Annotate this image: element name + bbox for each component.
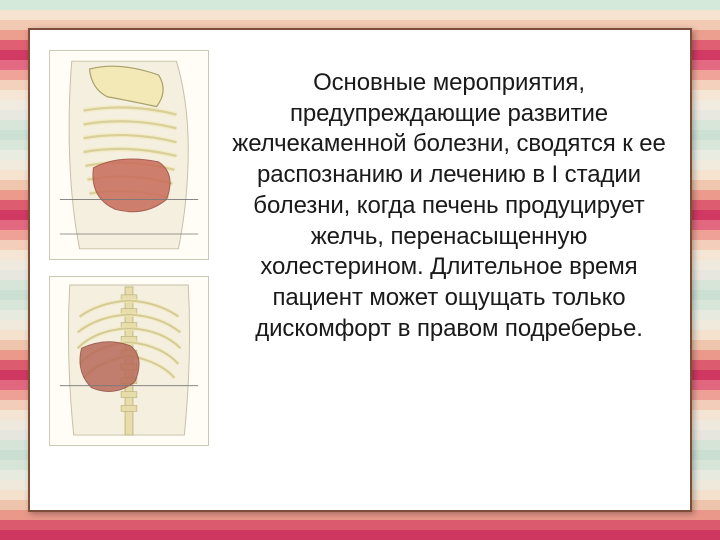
slide-body-text: Основные мероприятия, предупреждающие ра…	[226, 68, 672, 344]
anatomy-illustration-lateral	[49, 50, 209, 260]
slide-frame: Основные мероприятия, предупреждающие ра…	[28, 28, 692, 512]
anatomy-illustration-anterior	[49, 276, 209, 446]
illustration-column	[30, 30, 220, 510]
ribcage-anterior-icon	[50, 276, 208, 446]
ribcage-lateral-icon	[50, 50, 208, 260]
text-column: Основные мероприятия, предупреждающие ра…	[220, 30, 690, 510]
